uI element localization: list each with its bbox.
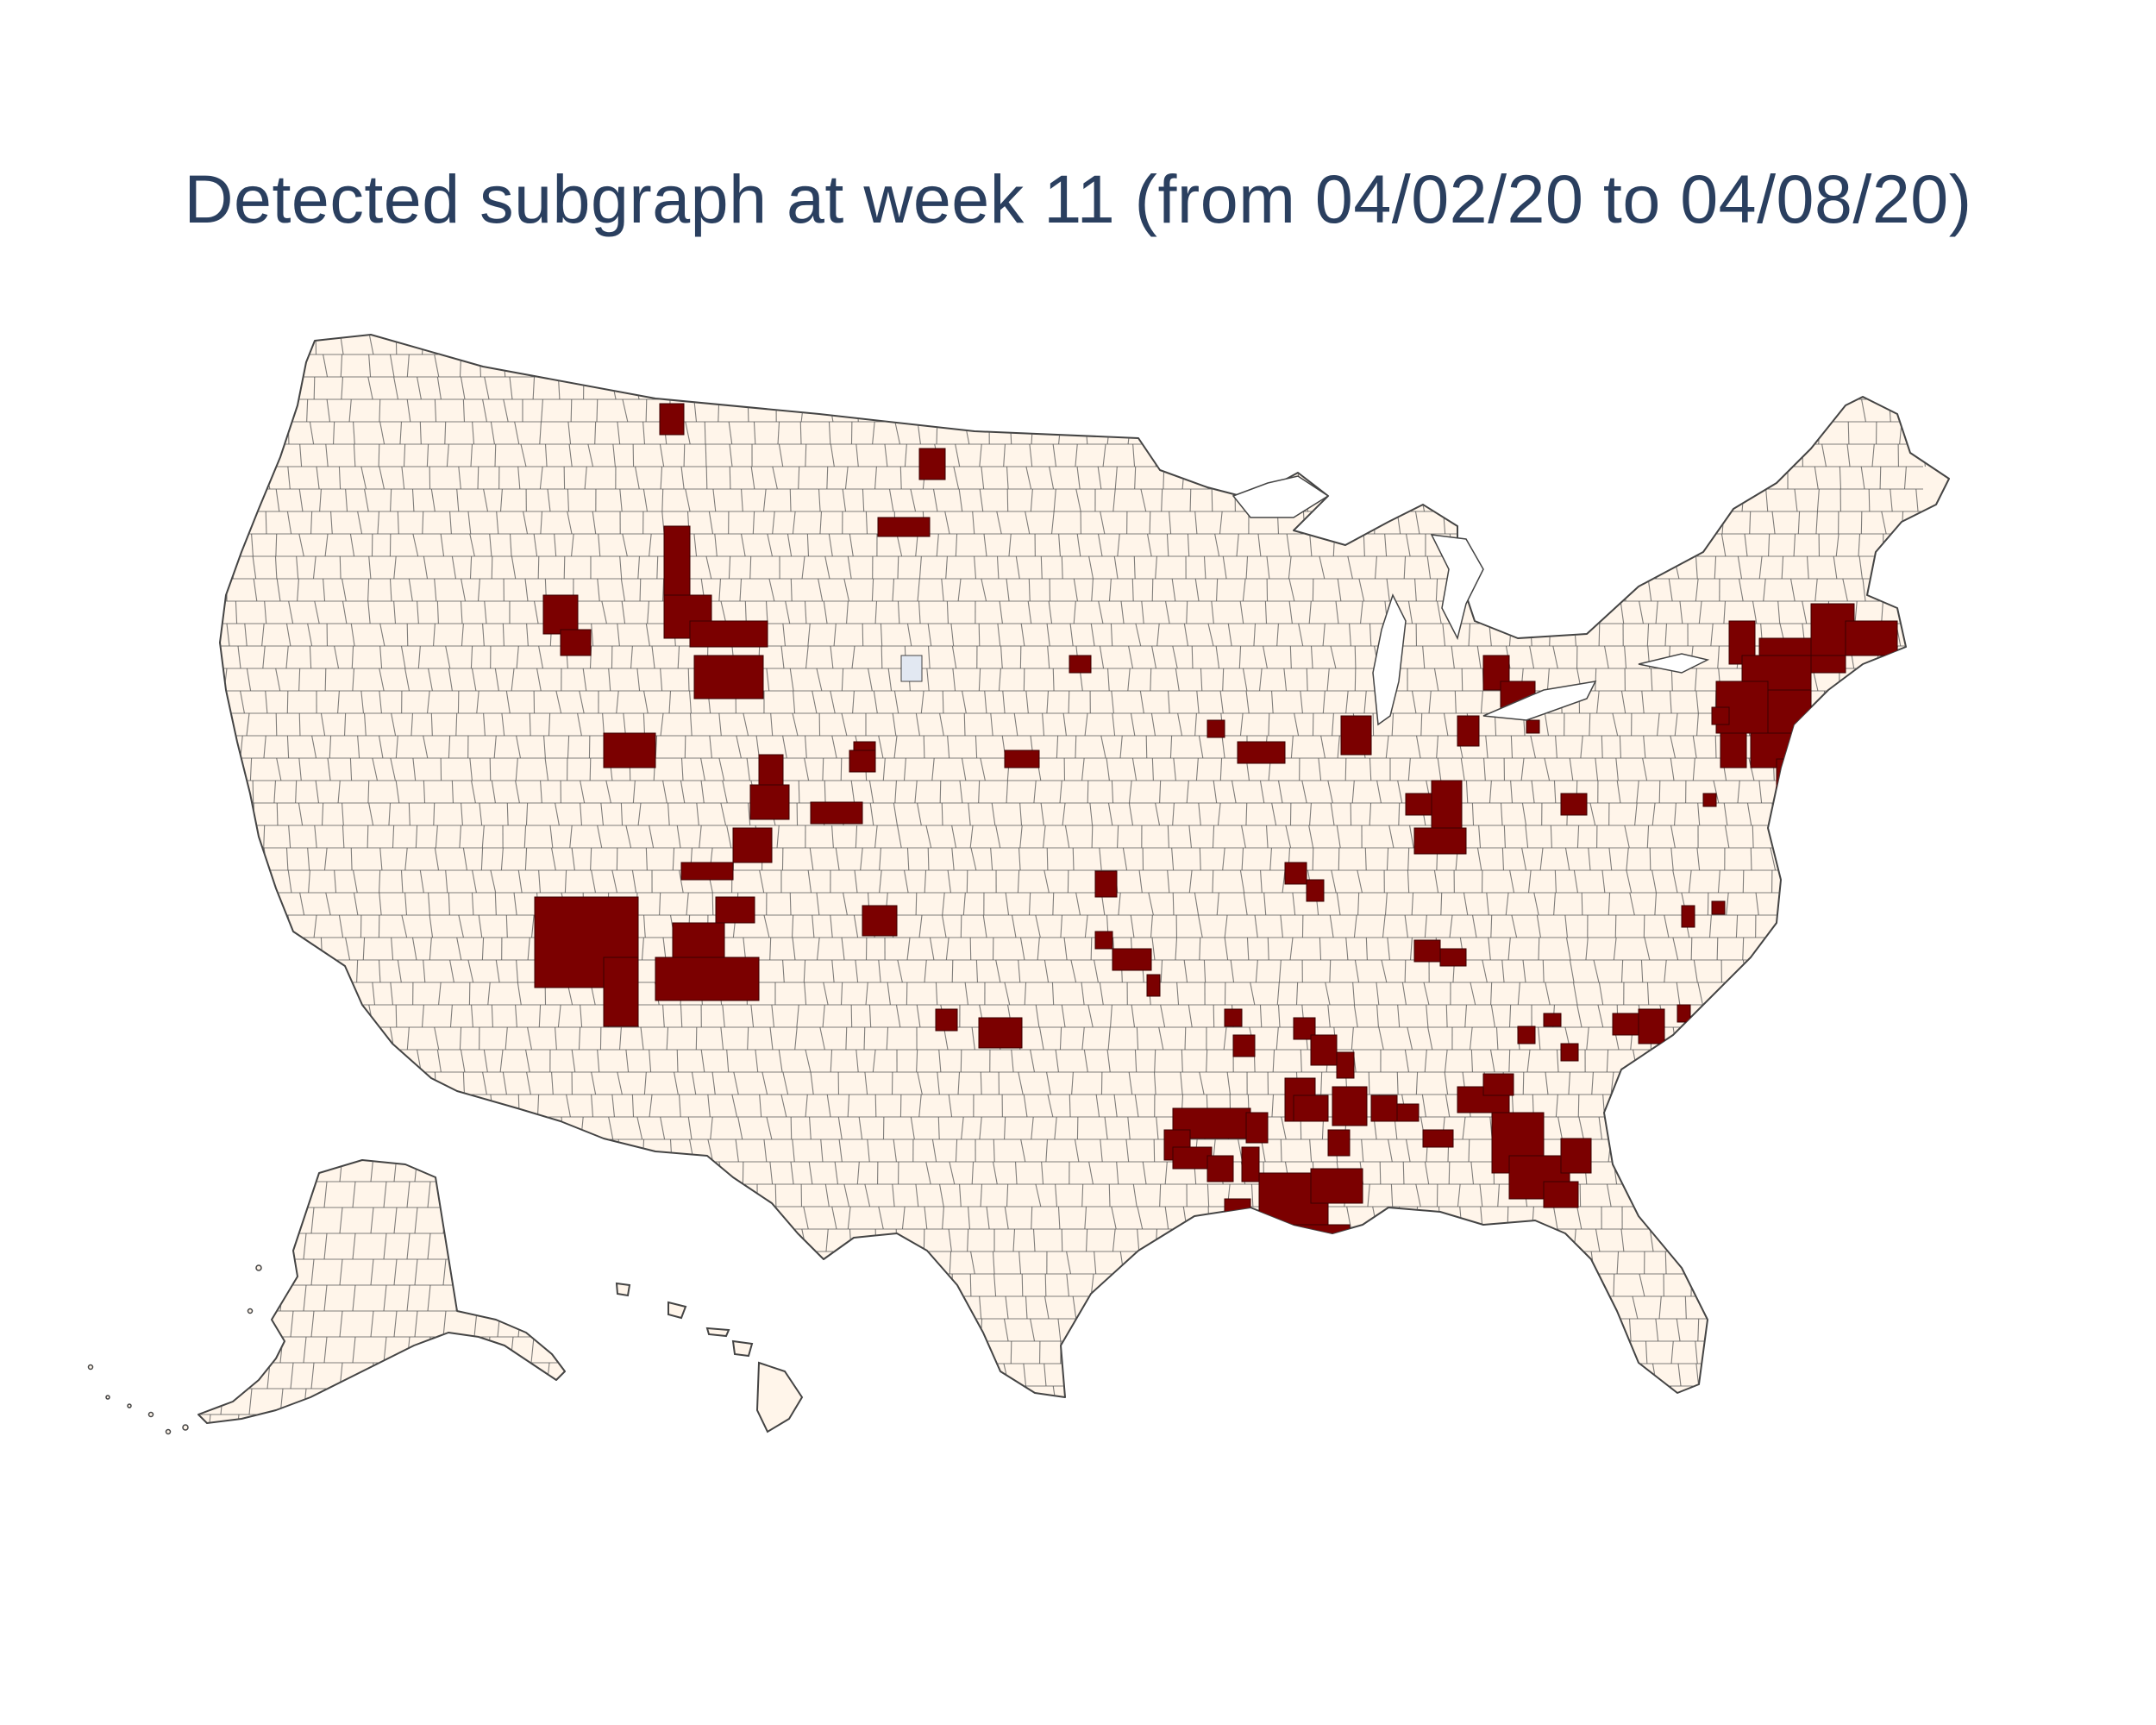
highlighted-county-cluster — [1396, 1103, 1420, 1122]
highlighted-county-cluster — [1638, 1008, 1665, 1044]
highlighted-county-cluster — [1543, 1013, 1562, 1027]
highlighted-county-cluster — [1370, 1095, 1398, 1122]
highlighted-county-cluster — [1241, 1146, 1260, 1182]
highlighted-county-cluster — [1340, 715, 1372, 756]
lake-superior — [1232, 475, 1330, 518]
highlighted-county-cluster — [1232, 1034, 1256, 1057]
highlighted-county-cluster — [1094, 931, 1113, 950]
highlighted-county-cluster — [1206, 1155, 1234, 1182]
highlighted-county-cluster — [663, 525, 691, 605]
highlighted-county-cluster — [758, 754, 784, 790]
highlighted-county-cluster — [1224, 1198, 1251, 1226]
highlighted-county-cluster — [1224, 1008, 1243, 1027]
highlighted-county-cluster — [1482, 1073, 1514, 1096]
great-lakes — [1232, 475, 1710, 726]
highlighted-county-cluster — [1004, 750, 1040, 768]
highlighted-county-cluster — [1310, 1168, 1363, 1204]
highlighted-county-cluster — [1284, 862, 1307, 885]
hawaii-big-island — [755, 1361, 804, 1433]
highlighted-county-cluster — [810, 801, 863, 825]
highlighted-county-cluster — [1702, 793, 1717, 807]
maui — [731, 1339, 754, 1358]
highlighted-county-cluster — [1284, 1250, 1346, 1269]
highlighted-county-cluster — [1560, 793, 1588, 816]
highlighted-county-cluster — [1526, 719, 1540, 734]
highlighted-county-cluster — [749, 784, 790, 820]
highlighted-county-cluster — [1332, 1086, 1368, 1126]
highlighted-county-cluster — [1069, 655, 1092, 674]
molokai — [705, 1327, 730, 1338]
alaska — [87, 1159, 566, 1435]
highlighted-county-cluster — [1306, 879, 1325, 902]
highlighted-county-cluster — [1293, 1095, 1329, 1122]
highlighted-county-cluster — [1422, 1129, 1454, 1148]
highlighted-county-cluster — [1457, 715, 1480, 747]
highlighted-county-cluster — [560, 629, 592, 656]
lake-ontario — [1638, 653, 1710, 674]
highlighted-county-cluster — [849, 750, 876, 773]
highlighted-county-cluster — [1112, 948, 1152, 971]
highlighted-county-cluster — [603, 957, 639, 1027]
highlighted-county-cluster — [1172, 1146, 1213, 1170]
highlighted-county-cluster — [1612, 1013, 1639, 1036]
highlighted-county-cluster — [1094, 870, 1118, 898]
highlighted-county-cluster — [1543, 1181, 1579, 1208]
lake-erie — [1482, 681, 1597, 721]
lake-michigan — [1372, 593, 1407, 726]
oahu — [667, 1301, 687, 1320]
map-title: Detected subgraph at week 11 (from 04/02… — [184, 160, 1972, 237]
highlighted-county-cluster — [1245, 1112, 1269, 1144]
highlighted-county-cluster — [1310, 1034, 1338, 1066]
highlighted-county-cluster — [1711, 706, 1730, 725]
highlighted-county-cluster — [978, 1017, 1023, 1049]
highlighted-county-cluster — [655, 957, 760, 1001]
highlighted-county-cluster — [935, 1008, 958, 1032]
hawaii — [615, 1282, 804, 1433]
kauai — [615, 1282, 631, 1297]
highlighted-county-cluster — [1336, 1051, 1355, 1079]
highlighted-county-cluster — [542, 594, 579, 635]
highlighted-county-cluster — [1776, 758, 1803, 794]
highlighted-county-cluster — [1146, 974, 1161, 997]
highlighted-county-cluster — [680, 862, 734, 881]
highlighted-county-cluster — [1439, 948, 1467, 967]
highlighted-county-cluster — [1267, 1224, 1351, 1260]
highlighted-county-cluster — [1206, 719, 1225, 738]
aleutian-islands — [87, 1264, 262, 1435]
highlighted-county-cluster — [918, 448, 946, 480]
highlighted-county-cluster — [1560, 1043, 1579, 1062]
highlighted-county-cluster — [715, 896, 755, 924]
highlighted-county-cluster — [1413, 827, 1467, 855]
highlighted-county-cluster — [689, 620, 768, 648]
missing-data-county — [900, 655, 923, 682]
highlighted-county-cluster — [603, 732, 656, 768]
highlighted-county-cluster — [1720, 732, 1747, 768]
lake-huron — [1430, 534, 1484, 641]
highlighted-county-cluster — [659, 403, 685, 436]
highlighted-county-cluster — [1677, 1004, 1691, 1023]
contiguous-us — [219, 334, 1950, 1398]
highlighted-county-cluster — [1413, 939, 1441, 963]
highlighted-county-cluster — [1711, 900, 1726, 915]
highlighted-county-cluster — [1681, 905, 1695, 928]
highlighted-county-cluster — [1560, 1138, 1592, 1174]
highlighted-county-cluster — [1327, 1129, 1351, 1157]
highlighted-county-cluster — [1237, 741, 1286, 764]
highlighted-county-cluster — [862, 905, 898, 937]
highlighted-county-cluster — [693, 655, 764, 699]
highlighted-county-cluster — [1517, 1026, 1536, 1044]
highlighted-county-cluster — [1845, 620, 1898, 656]
highlighted-county-cluster — [732, 827, 773, 863]
highlighted-county-cluster — [877, 517, 931, 537]
